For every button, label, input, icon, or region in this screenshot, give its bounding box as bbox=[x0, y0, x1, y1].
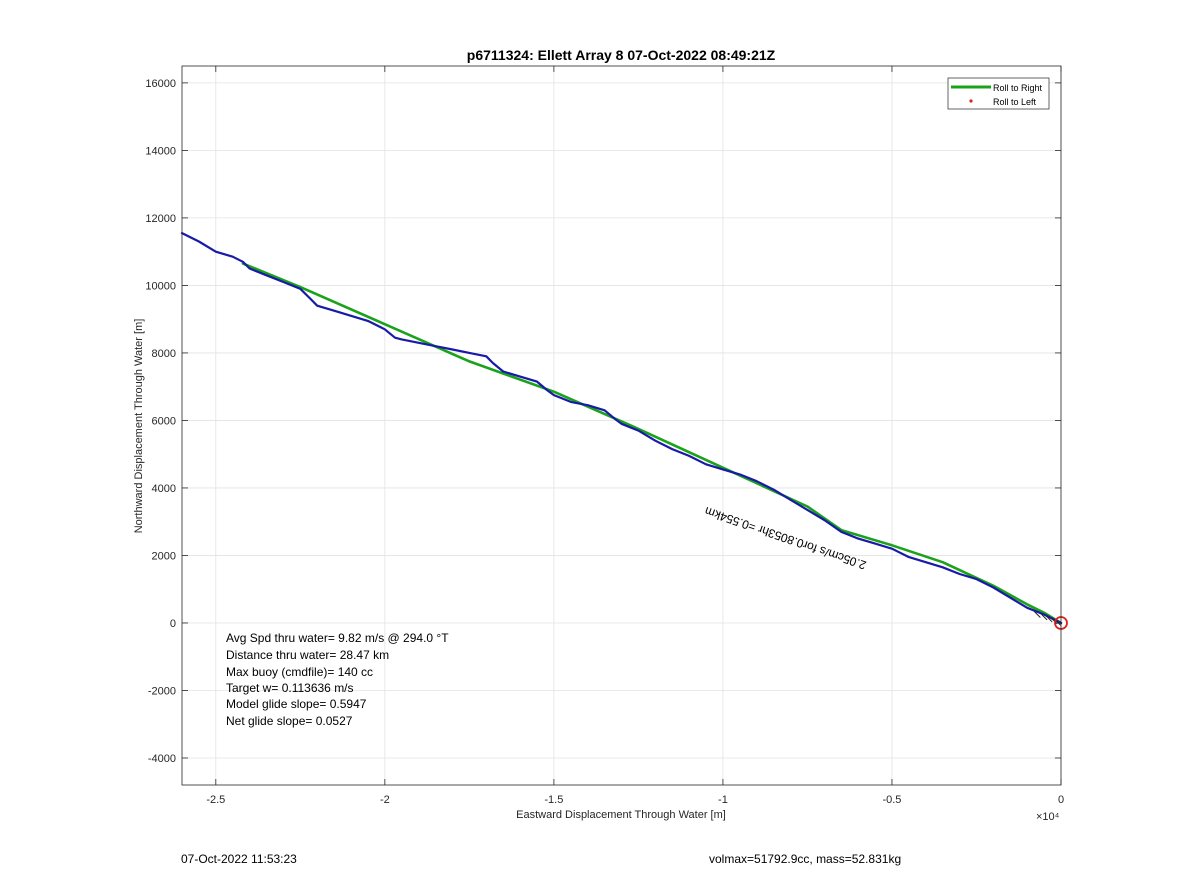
plot-background bbox=[182, 66, 1061, 785]
stat-distance: Distance thru water= 28.47 km bbox=[226, 648, 389, 662]
axis-ticks: -2.5 -2 -1.5 -1 -0.5 0 -4000 -2000 0 2000 4000 6000… bbox=[145, 66, 1064, 806]
x-tick-label: -1 bbox=[718, 794, 728, 806]
surface-marker bbox=[1040, 613, 1048, 621]
x-axis-label: Eastward Displacement Through Water [m] bbox=[516, 809, 726, 821]
y-tick-label: 6000 bbox=[152, 415, 176, 427]
y-tick-label: 4000 bbox=[152, 483, 176, 495]
y-tick-label: 8000 bbox=[152, 348, 176, 360]
footer-volume-mass: volmax=51792.9cc, mass=52.831kg bbox=[709, 852, 902, 866]
x-tick-label: -0.5 bbox=[882, 794, 901, 806]
y-tick-label: 14000 bbox=[145, 145, 176, 157]
chart-title: p6711324: Ellett Array 8 07-Oct-2022 08:… bbox=[467, 47, 776, 63]
legend-box bbox=[947, 77, 1050, 110]
surface-marker bbox=[1045, 615, 1053, 623]
legend: Roll to Right Roll to Left bbox=[947, 77, 1050, 110]
legend-swatch-roll-left bbox=[969, 99, 973, 103]
legend-label-roll-right: Roll to Right bbox=[993, 83, 1043, 93]
axes-box bbox=[181, 65, 1062, 786]
x-tick-label: -2 bbox=[380, 794, 390, 806]
stat-model-glide-slope: Model glide slope= 0.5947 bbox=[226, 697, 367, 711]
y-tick-label: 16000 bbox=[145, 78, 176, 90]
stat-target-w: Target w= 0.113636 m/s bbox=[226, 681, 354, 695]
y-tick-label: 12000 bbox=[145, 213, 176, 225]
series-roll-right-line bbox=[241, 262, 1063, 625]
stat-net-glide-slope: Net glide slope= 0.0527 bbox=[226, 714, 353, 728]
stat-max-buoy: Max buoy (cmdfile)= 140 cc bbox=[226, 665, 373, 679]
y-tick-label: 0 bbox=[170, 618, 176, 630]
x-axis-multiplier: ×10⁴ bbox=[1036, 811, 1060, 823]
x-tick-label: 0 bbox=[1058, 794, 1064, 806]
surface-marker bbox=[1033, 611, 1041, 618]
x-tick-label: -2.5 bbox=[206, 794, 225, 806]
grid bbox=[182, 66, 1062, 785]
y-tick-label: -2000 bbox=[148, 685, 176, 697]
y-tick-label: 2000 bbox=[152, 550, 176, 562]
y-axis-label: Northward Displacement Through Water [m] bbox=[133, 319, 145, 534]
plot-area bbox=[180, 232, 1068, 630]
legend-label-roll-left: Roll to Left bbox=[993, 97, 1037, 107]
x-tick-label: -1.5 bbox=[544, 794, 563, 806]
y-tick-label: -4000 bbox=[148, 753, 176, 765]
y-tick-label: 10000 bbox=[145, 280, 176, 292]
stats-panel: Avg Spd thru water= 9.82 m/s @ 294.0 °T … bbox=[226, 631, 449, 728]
footer-timestamp: 07-Oct-2022 11:53:23 bbox=[181, 852, 297, 866]
stat-avg-speed: Avg Spd thru water= 9.82 m/s @ 294.0 °T bbox=[226, 631, 449, 645]
series-track-line bbox=[180, 232, 1063, 625]
